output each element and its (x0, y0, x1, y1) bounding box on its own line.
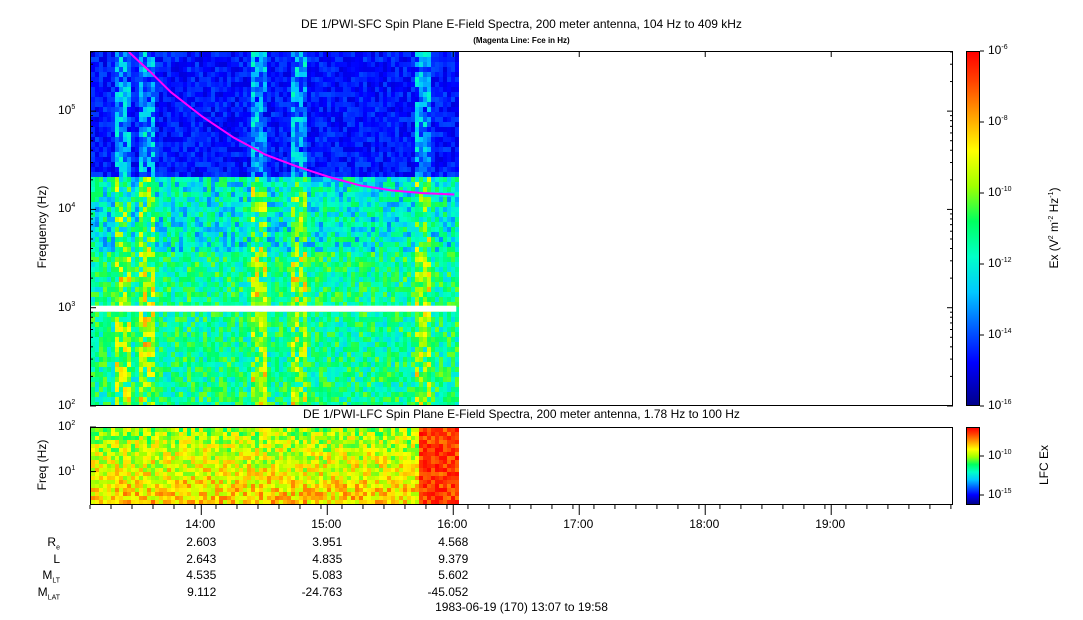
ephemeris-value: 2.603 (186, 535, 217, 549)
lfc-y-tick-label: 101 (58, 463, 76, 478)
lfc-intensity-cells (91, 428, 459, 504)
lfc-spectrogram-panel (90, 427, 953, 505)
sfc-spectrogram-panel (90, 51, 953, 406)
x-tick-label: 14:00 (185, 517, 216, 531)
ephemeris-value: 9.379 (438, 551, 469, 566)
sfc-y-tick-label: 105 (58, 103, 76, 118)
sfc-intensity-cells (91, 52, 459, 405)
ephemeris-label: MLAT (37, 584, 60, 601)
ephemeris-label: MLT (42, 568, 60, 585)
sfc-y-tick-label: 102 (58, 398, 76, 412)
fce-line (128, 52, 455, 196)
x-tick-label: 15:00 (311, 517, 342, 531)
sfc-colorbar-tick-label: 10-8 (988, 114, 1008, 128)
x-tick-label: 17:00 (563, 517, 594, 531)
lfc-colorbar (966, 427, 980, 505)
ephemeris-value: 4.835 (312, 551, 343, 566)
ephemeris-value: 4.535 (186, 568, 217, 582)
ephemeris-value: 9.112 (187, 584, 217, 599)
ephemeris-value: 5.602 (438, 568, 469, 582)
sfc-colorbar-tick-label: 10-14 (988, 327, 1012, 341)
sfc-data-gap (91, 305, 457, 312)
ephemeris-label: Re (47, 535, 60, 552)
sfc-colorbar-tick-label: 10-12 (988, 256, 1012, 270)
ephemeris-value: 3.951 (312, 535, 343, 549)
sfc-colorbar (966, 51, 980, 406)
lfc-y-axis-label: Freq (Hz) (35, 439, 49, 491)
sfc-y-tick-label: 104 (58, 201, 76, 216)
lfc-colorbar-tick-label: 10-15 (988, 487, 1012, 501)
sfc-colorbar-tick-label: 10-16 (988, 398, 1012, 412)
lfc-colorbar-label: LFC Ex (1037, 445, 1051, 486)
ephemeris-value: 4.568 (438, 535, 469, 549)
sfc-colorbar-tick-label: 10-6 (988, 43, 1008, 57)
x-tick-label: 18:00 (689, 517, 720, 531)
sfc-y-tick-label: 103 (58, 299, 76, 314)
ephemeris-value: 5.083 (312, 568, 343, 582)
sfc-colorbar-label: Ex (V2 m-2 Hz-1) (1047, 187, 1061, 269)
sfc-y-axis-label: Frequency (Hz) (35, 185, 49, 269)
lfc-colorbar-tick-label: 10-10 (988, 448, 1012, 462)
ephemeris-value: -45.052 (427, 584, 469, 599)
sfc-colorbar-tick-label: 10-10 (988, 185, 1012, 199)
ephemeris-label: L (53, 551, 60, 566)
sfc-spectrogram (91, 52, 459, 405)
lfc-y-tick-label: 102 (58, 419, 76, 433)
bottom-chart-title: DE 1/PWI-LFC Spin Plane E-Field Spectra,… (303, 407, 740, 421)
top-chart-title: DE 1/PWI-SFC Spin Plane E-Field Spectra,… (301, 17, 742, 31)
top-chart-subtitle: (Magenta Line: Fce in Hz) (473, 36, 570, 45)
ephemeris-value: 2.643 (186, 551, 217, 566)
lfc-spectrogram (91, 428, 459, 504)
footer-date-range: 1983-06-19 (170) 13:07 to 19:58 (435, 600, 608, 614)
ephemeris-value: -24.763 (301, 584, 343, 599)
x-tick-label: 16:00 (437, 517, 468, 531)
x-tick-label: 19:00 (815, 517, 846, 531)
